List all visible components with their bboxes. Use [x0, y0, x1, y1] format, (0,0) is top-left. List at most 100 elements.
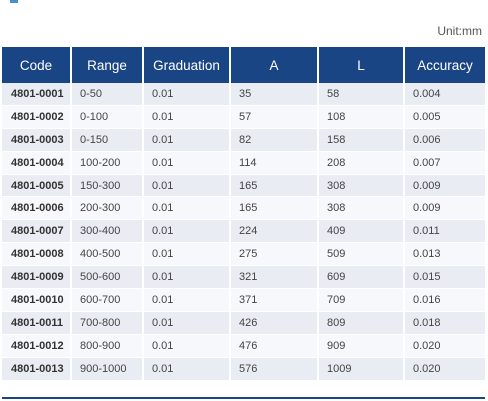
cell-code: 4801-0002 [2, 105, 72, 129]
header-graduation: Graduation [143, 47, 231, 83]
table-row: 4801-0004 100-200 0.01 114 208 0.007 [2, 151, 485, 175]
cell-l: 709 [318, 288, 405, 312]
table-row: 4801-0008 400-500 0.01 275 509 0.013 [2, 242, 485, 267]
cell-accuracy: 0.015 [404, 265, 485, 290]
cell-range: 500-600 [71, 265, 144, 290]
cell-range: 0-100 [71, 105, 144, 129]
table-row: 4801-0002 0-100 0.01 57 108 0.005 [2, 105, 485, 129]
cell-graduation: 0.01 [143, 105, 231, 129]
cell-a: 576 [230, 357, 319, 381]
cell-accuracy: 0.016 [404, 288, 485, 312]
cell-range: 700-800 [71, 311, 144, 335]
cell-accuracy: 0.020 [404, 334, 485, 358]
cell-code: 4801-0010 [2, 288, 72, 312]
cell-a: 35 [230, 83, 319, 106]
cell-range: 800-900 [71, 334, 144, 358]
cell-code: 4801-0006 [2, 196, 72, 221]
cell-code: 4801-0008 [2, 242, 72, 267]
cell-l: 609 [318, 265, 405, 290]
header-range: Range [71, 47, 144, 83]
cell-a: 426 [230, 311, 319, 335]
spec-table: Code Range Graduation A L Accuracy 4801-… [2, 47, 485, 381]
cell-graduation: 0.01 [143, 288, 231, 312]
cell-accuracy: 0.020 [404, 357, 485, 381]
cell-l: 58 [318, 83, 405, 106]
table-body: 4801-0001 0-50 0.01 35 58 0.004 4801-0002 0-100… [2, 83, 485, 381]
cell-code: 4801-0005 [2, 174, 72, 198]
top-accent-bar [10, 0, 18, 3]
header-accuracy: Accuracy [404, 47, 485, 83]
header-l: L [318, 47, 405, 83]
cell-a: 371 [230, 288, 319, 312]
cell-code: 4801-0013 [2, 357, 72, 381]
cell-code: 4801-0004 [2, 151, 72, 175]
cell-a: 82 [230, 128, 319, 152]
cell-range: 100-200 [71, 151, 144, 175]
cell-range: 900-1000 [71, 357, 144, 381]
unit-label: Unit:mm [437, 24, 482, 38]
cell-accuracy: 0.018 [404, 311, 485, 335]
cell-a: 476 [230, 334, 319, 358]
cell-code: 4801-0009 [2, 265, 72, 290]
cell-range: 0-50 [71, 83, 144, 106]
header-row: Code Range Graduation A L Accuracy [2, 47, 485, 83]
cell-graduation: 0.01 [143, 265, 231, 290]
cell-a: 114 [230, 151, 319, 175]
cell-graduation: 0.01 [143, 128, 231, 152]
cell-graduation: 0.01 [143, 357, 231, 381]
table-row: 4801-0006 200-300 0.01 165 308 0.009 [2, 196, 485, 221]
cell-accuracy: 0.011 [404, 219, 485, 244]
cell-accuracy: 0.006 [404, 128, 485, 152]
cell-range: 0-150 [71, 128, 144, 152]
cell-l: 158 [318, 128, 405, 152]
cell-accuracy: 0.009 [404, 196, 485, 221]
cell-graduation: 0.01 [143, 219, 231, 244]
cell-range: 300-400 [71, 219, 144, 244]
cell-accuracy: 0.005 [404, 105, 485, 129]
cell-graduation: 0.01 [143, 334, 231, 358]
cell-l: 809 [318, 311, 405, 335]
cell-range: 200-300 [71, 196, 144, 221]
cell-a: 224 [230, 219, 319, 244]
cell-range: 400-500 [71, 242, 144, 267]
cell-a: 165 [230, 196, 319, 221]
table-row: 4801-0011 700-800 0.01 426 809 0.018 [2, 311, 485, 335]
table-row: 4801-0005 150-300 0.01 165 308 0.009 [2, 174, 485, 198]
cell-graduation: 0.01 [143, 196, 231, 221]
bottom-rule [2, 397, 485, 399]
cell-l: 1009 [318, 357, 405, 381]
table-row: 4801-0013 900-1000 0.01 576 1009 0.020 [2, 357, 485, 381]
cell-a: 165 [230, 174, 319, 198]
cell-range: 600-700 [71, 288, 144, 312]
table-row: 4801-0009 500-600 0.01 321 609 0.015 [2, 265, 485, 290]
cell-code: 4801-0001 [2, 83, 72, 106]
cell-l: 509 [318, 242, 405, 267]
cell-a: 57 [230, 105, 319, 129]
cell-l: 208 [318, 151, 405, 175]
table-row: 4801-0001 0-50 0.01 35 58 0.004 [2, 83, 485, 106]
cell-graduation: 0.01 [143, 83, 231, 106]
cell-l: 308 [318, 196, 405, 221]
cell-a: 275 [230, 242, 319, 267]
cell-code: 4801-0011 [2, 311, 72, 335]
cell-graduation: 0.01 [143, 311, 231, 335]
header-code: Code [2, 47, 72, 83]
cell-l: 308 [318, 174, 405, 198]
cell-accuracy: 0.009 [404, 174, 485, 198]
cell-code: 4801-0003 [2, 128, 72, 152]
table-row: 4801-0012 800-900 0.01 476 909 0.020 [2, 334, 485, 358]
cell-graduation: 0.01 [143, 151, 231, 175]
cell-a: 321 [230, 265, 319, 290]
cell-accuracy: 0.004 [404, 83, 485, 106]
cell-range: 150-300 [71, 174, 144, 198]
cell-graduation: 0.01 [143, 242, 231, 267]
cell-l: 909 [318, 334, 405, 358]
cell-code: 4801-0007 [2, 219, 72, 244]
table-row: 4801-0010 600-700 0.01 371 709 0.016 [2, 288, 485, 312]
cell-graduation: 0.01 [143, 174, 231, 198]
cell-accuracy: 0.013 [404, 242, 485, 267]
cell-accuracy: 0.007 [404, 151, 485, 175]
cell-l: 409 [318, 219, 405, 244]
table-header: Code Range Graduation A L Accuracy [2, 47, 485, 83]
table-row: 4801-0003 0-150 0.01 82 158 0.006 [2, 128, 485, 152]
